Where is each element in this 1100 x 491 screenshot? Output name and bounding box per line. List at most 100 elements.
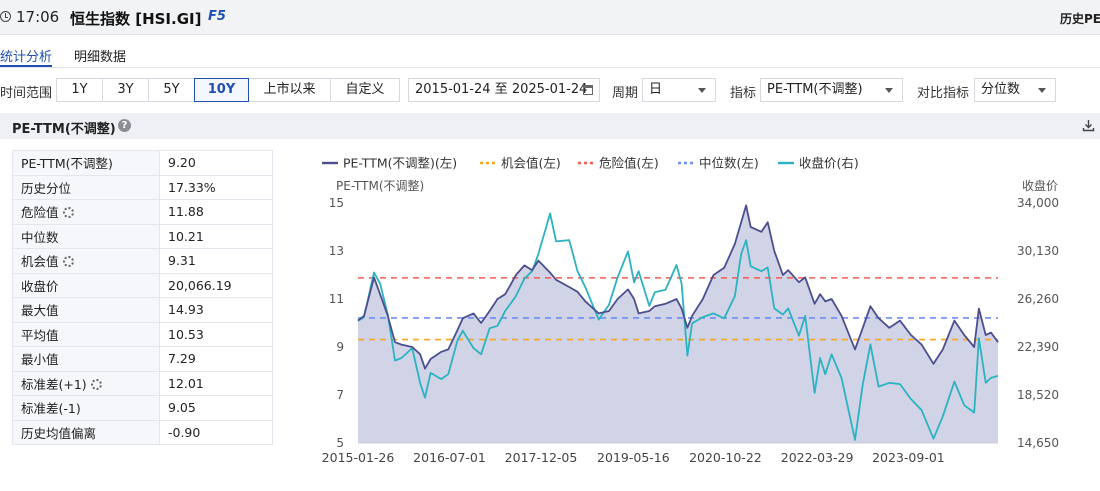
stats-label-cell: 最小值 — [12, 346, 160, 372]
right-tick-label: 26,260 — [1017, 292, 1059, 306]
period-label: 周期 — [612, 86, 639, 101]
stats-label: 最小值 — [21, 352, 59, 368]
time-range-label: 时间范围 — [0, 86, 53, 101]
left-tick-label: 13 — [329, 244, 344, 258]
pe-line — [357, 204, 999, 370]
stats-label-cell: 历史分位 — [12, 174, 160, 200]
range-button-1y[interactable]: 1Y — [56, 78, 103, 102]
left-tick-label: 15 — [329, 196, 344, 210]
index-title: 恒生指数 [HSI.GI] — [70, 10, 202, 28]
stats-row: 机会值 9.31 — [12, 248, 273, 274]
compare-indicator-label: 对比指标 — [917, 86, 970, 101]
stats-row: 标准差(+1) 12.01 — [12, 370, 273, 396]
stats-table: PE-TTM(不调整) 9.20 历史分位 17.33% 危险值 11.88 中位数 10.2… — [12, 150, 273, 445]
stats-label: 历史分位 — [21, 180, 72, 196]
stats-label: 危险值 — [21, 205, 59, 221]
gear-icon[interactable] — [62, 207, 74, 219]
stats-row: 标准差(-1) 9.05 — [12, 395, 273, 421]
stats-label-cell: 标准差(+1) — [12, 370, 160, 396]
stats-label-cell: 最大值 — [12, 297, 160, 323]
stats-label: 中位数 — [21, 229, 59, 245]
stats-label-cell: 历史均值偏离 — [12, 419, 160, 445]
indicator-select[interactable]: PE-TTM(不调整) — [760, 78, 903, 102]
period-select[interactable]: 日 — [642, 78, 716, 102]
stats-row: 危险值 11.88 — [12, 199, 273, 225]
stats-label: PE-TTM(不调整) — [21, 156, 113, 172]
compare-indicator-value: 分位数 — [981, 82, 1021, 97]
stats-label: 平均值 — [21, 327, 59, 343]
stats-label: 历史均值偏离 — [21, 425, 97, 441]
legend-label: 机会值(左) — [501, 156, 561, 171]
section-header: PE-TTM(不调整) ? — [0, 113, 1100, 139]
left-tick-label: 9 — [336, 340, 344, 354]
pe-chart: PE-TTM(不调整)(左) 机会值(左) 危险值(左) 中位数(左) 收盘价(右) PE… — [322, 156, 1059, 466]
pe-area — [358, 205, 998, 443]
section-title: PE-TTM(不调整) — [12, 122, 116, 137]
f5-refresh-button[interactable]: F5 — [208, 9, 226, 24]
x-tick-label: 2016-07-01 — [413, 450, 486, 465]
tab-statistics[interactable]: 统计分析 — [0, 50, 53, 65]
right-tick-label: 14,650 — [1017, 436, 1059, 450]
stats-value: 10.53 — [159, 321, 273, 347]
date-range-picker[interactable]: 2015-01-24 至 2025-01-24 — [408, 78, 600, 102]
left-tick-label: 11 — [329, 292, 344, 306]
period-value: 日 — [649, 82, 663, 97]
title-bar: 17:06 恒生指数 [HSI.GI] F5 历史PE — [0, 0, 1100, 35]
chevron-down-icon — [698, 88, 706, 93]
range-button-5y[interactable]: 5Y — [148, 78, 195, 102]
stats-row: 平均值 10.53 — [12, 321, 273, 347]
x-tick-label: 2017-12-05 — [505, 450, 578, 465]
stats-value: 11.88 — [159, 199, 273, 225]
x-tick-label: 2015-01-26 — [322, 450, 395, 465]
x-tick-label: 2020-10-22 — [689, 450, 762, 465]
download-icon[interactable] — [1082, 119, 1095, 132]
range-button-10y[interactable]: 10Y — [194, 78, 249, 102]
right-tick-label: 34,000 — [1017, 196, 1059, 210]
stats-label: 机会值 — [21, 254, 59, 270]
stats-value: 9.20 — [159, 150, 273, 176]
stats-row: 历史分位 17.33% — [12, 174, 273, 200]
chevron-down-icon — [885, 88, 893, 93]
gear-icon[interactable] — [62, 256, 74, 268]
stats-row: PE-TTM(不调整) 9.20 — [12, 150, 273, 176]
right-tick-label: 18,520 — [1017, 388, 1059, 402]
legend-label: 中位数(左) — [699, 156, 759, 171]
tab-detail-data[interactable]: 明细数据 — [74, 50, 127, 65]
compare-indicator-select[interactable]: 分位数 — [974, 78, 1056, 102]
view-tabs: 统计分析 明细数据 — [0, 36, 1100, 68]
stats-row: 中位数 10.21 — [12, 223, 273, 249]
right-tick-label: 30,130 — [1017, 244, 1059, 258]
stats-row: 收盘价 20,066.19 — [12, 272, 273, 298]
range-button-since-listing[interactable]: 上市以来 — [248, 78, 331, 102]
help-icon[interactable]: ? — [118, 119, 131, 132]
legend-label: 危险值(左) — [599, 156, 659, 171]
clock-icon — [0, 11, 11, 22]
stats-label-cell: 危险值 — [12, 199, 160, 225]
stats-value: 14.93 — [159, 297, 273, 323]
stats-value: 7.29 — [159, 346, 273, 372]
active-tab-indicator — [0, 65, 52, 67]
x-tick-label: 2023-09-01 — [872, 450, 945, 465]
x-tick-label: 2019-05-16 — [597, 450, 670, 465]
date-range-value: 2015-01-24 至 2025-01-24 — [415, 82, 588, 97]
filter-bar: 时间范围 1Y 3Y 5Y 10Y 上市以来 自定义 2015-01-24 至 … — [0, 78, 1100, 102]
range-button-custom[interactable]: 自定义 — [330, 78, 400, 102]
indicator-value: PE-TTM(不调整) — [767, 82, 863, 97]
range-button-3y[interactable]: 3Y — [102, 78, 149, 102]
stats-row: 最小值 7.29 — [12, 346, 273, 372]
history-pe-link[interactable]: 历史PE — [1060, 12, 1100, 26]
legend-label: 收盘价(右) — [799, 156, 859, 171]
stats-value: 9.31 — [159, 248, 273, 274]
stats-label-cell: 平均值 — [12, 321, 160, 347]
stats-label: 标准差(-1) — [21, 401, 81, 417]
stats-label-cell: 标准差(-1) — [12, 395, 160, 421]
chevron-down-icon — [1038, 88, 1046, 93]
stats-row: 最大值 14.93 — [12, 297, 273, 323]
stats-label: 收盘价 — [21, 278, 59, 294]
gear-icon[interactable] — [90, 378, 102, 390]
indicator-label: 指标 — [730, 86, 757, 101]
left-tick-label: 7 — [336, 388, 344, 402]
stats-row: 历史均值偏离 -0.90 — [12, 419, 273, 445]
stats-value: 17.33% — [159, 174, 273, 200]
stats-label: 标准差(+1) — [21, 376, 87, 392]
